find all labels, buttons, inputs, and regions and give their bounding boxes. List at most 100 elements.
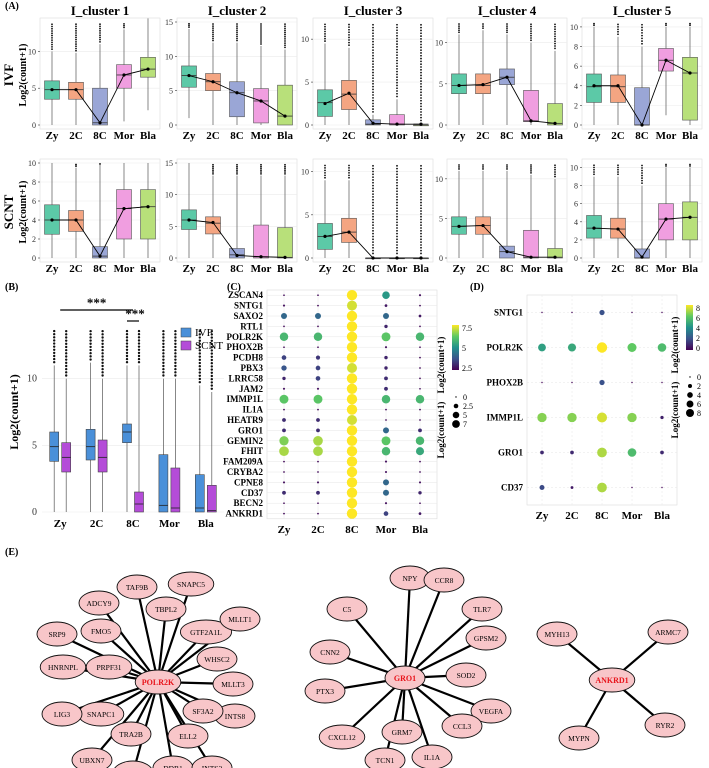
outlier: [348, 167, 350, 169]
outlier: [530, 39, 532, 42]
outlier: [198, 371, 201, 374]
dot: [281, 365, 287, 371]
outlier: [641, 177, 643, 179]
dot: [315, 355, 321, 360]
dot: [346, 352, 358, 363]
outlier: [324, 30, 326, 33]
tick-label: 0: [32, 254, 36, 263]
outlier: [348, 176, 350, 179]
outlier: [348, 174, 350, 177]
node-label: NPY: [402, 574, 418, 583]
outlier: [372, 235, 374, 238]
outlier: [284, 42, 286, 45]
outlier: [372, 252, 374, 255]
outlier: [53, 357, 56, 361]
gene-label: GEMIN2: [227, 436, 264, 446]
x-tick-label: Mor: [387, 130, 408, 142]
outlier: [137, 354, 141, 358]
outlier: [210, 333, 213, 336]
colorbar: [686, 305, 693, 350]
outlier: [396, 224, 398, 227]
network-node: [80, 618, 122, 644]
outlier: [554, 42, 556, 45]
dot: [282, 387, 286, 390]
panel-label-a: (A): [5, 1, 19, 12]
outlier: [420, 176, 422, 179]
outlier: [212, 39, 214, 42]
tick-label: 10: [570, 164, 578, 173]
outlier: [506, 31, 508, 34]
dot: [540, 450, 544, 455]
network-node: [441, 713, 483, 739]
outlier: [530, 23, 532, 26]
outlier: [212, 172, 214, 175]
outlier: [396, 29, 398, 32]
outlier: [372, 232, 374, 235]
node-label: ANKRD1: [595, 676, 628, 685]
x-tick-label: 8C: [345, 524, 359, 536]
outlier: [198, 336, 201, 339]
colorbar-tick: 0: [696, 344, 700, 353]
node-label: SF3A2: [192, 707, 214, 716]
x-tick-label: Mor: [521, 130, 542, 142]
outlier: [372, 57, 374, 60]
y-axis-label: Log2(count+1): [18, 44, 29, 107]
tick-label: 0: [32, 121, 36, 130]
mean-point: [50, 88, 54, 92]
dot: [346, 331, 358, 342]
network-node: [71, 747, 113, 768]
tick-label: 0: [574, 121, 578, 130]
outlier: [372, 212, 374, 215]
sig-annotation: ***: [87, 295, 107, 310]
outlier: [137, 351, 141, 355]
dot: [346, 290, 358, 301]
network-node: [364, 747, 406, 768]
dot: [283, 512, 285, 515]
tick-label: 5: [439, 80, 443, 89]
node-label: MYH13: [544, 630, 569, 639]
outlier: [689, 165, 691, 167]
outlier: [396, 201, 398, 204]
outlier: [530, 32, 532, 35]
colorbar: [452, 325, 459, 370]
outlier: [75, 29, 77, 32]
outlier: [236, 29, 238, 32]
outlier: [554, 171, 556, 173]
outlier: [396, 62, 398, 65]
outlier: [137, 342, 141, 345]
outlier: [65, 352, 68, 355]
tick-label: 0: [439, 121, 443, 130]
x-tick-label: Mor: [656, 263, 677, 275]
size-legend-dot: [455, 396, 457, 398]
mean-point: [211, 220, 215, 225]
outlier: [212, 163, 214, 166]
node-label: GRO1: [394, 674, 416, 683]
outlier: [554, 45, 556, 47]
outlier: [396, 167, 398, 170]
network-node: [167, 723, 209, 749]
x-tick-label: 2C: [90, 518, 104, 530]
outlier: [162, 333, 165, 336]
dot: [346, 435, 358, 446]
panel-d: SNTG1 POLR2K PHOX2B IMMP1L GRO1 CD37 Zy 2C 8C Mor…: [486, 294, 701, 522]
gene-label: ZSCAN4: [228, 290, 264, 300]
dot: [597, 447, 607, 458]
dot: [283, 346, 285, 349]
outlier: [420, 181, 422, 184]
outlier: [125, 361, 129, 364]
row-label: IVF: [1, 64, 16, 86]
outlier: [372, 80, 374, 82]
size-legend-dot: [686, 409, 694, 417]
outlier: [420, 229, 422, 232]
tick-label: 8: [574, 182, 578, 191]
outlier: [89, 336, 92, 339]
x-tick-label: Mor: [251, 263, 272, 275]
outlier: [99, 25, 101, 28]
x-tick-label: 2C: [611, 263, 625, 275]
network-edge: [98, 602, 159, 683]
node-label: ADCY9: [86, 599, 111, 608]
x-tick-label: 2C: [206, 130, 220, 142]
outlier: [420, 227, 422, 229]
size-legend-label: 8: [697, 409, 701, 418]
outlier: [162, 367, 165, 371]
